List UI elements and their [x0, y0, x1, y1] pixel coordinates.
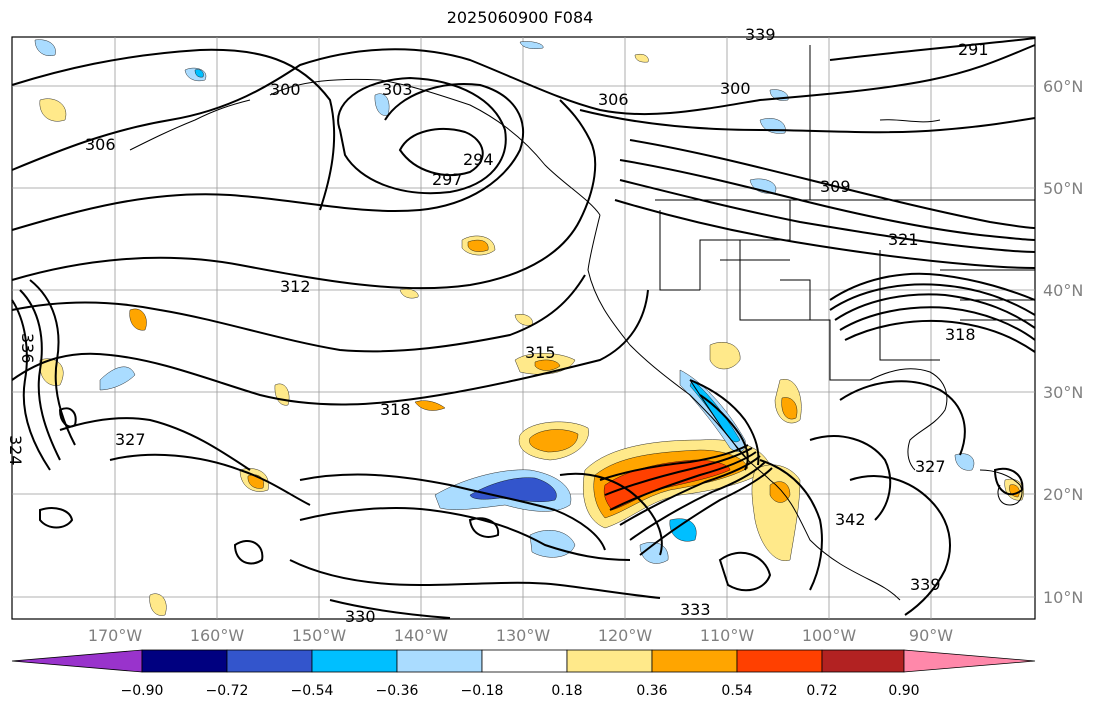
contour-label: 327 — [915, 457, 946, 476]
contour-label: 339 — [745, 25, 776, 44]
lon-label: 90°W — [908, 626, 954, 645]
contour-label: 309 — [820, 177, 851, 196]
contour-label: 312 — [280, 277, 311, 296]
gridlines — [12, 37, 1035, 619]
colorbar-tick-label: −0.36 — [375, 683, 419, 699]
contour-label: 306 — [85, 135, 116, 154]
contour-lines — [11, 37, 1036, 619]
colorbar-swatch — [396, 649, 483, 673]
colorbar-swatch — [141, 649, 228, 673]
contour-label: 333 — [680, 600, 711, 619]
contour-label: 321 — [888, 230, 919, 249]
contour-label: 342 — [835, 510, 866, 529]
colorbar-swatch — [226, 649, 313, 673]
contour-label: 330 — [345, 607, 376, 626]
colorbar-swatch — [651, 649, 738, 673]
contour-label: 294 — [463, 150, 494, 169]
lon-label: 140°W — [393, 626, 449, 645]
colorbar — [11, 649, 1036, 673]
colorbar-tick-label: 0.36 — [636, 683, 668, 699]
colorbar-tick-label: 0.72 — [806, 683, 838, 699]
lon-label: 160°W — [189, 626, 245, 645]
colorbar-swatch — [311, 649, 398, 673]
colorbar-tick-label: 0.90 — [888, 683, 920, 699]
lat-label: 50°N — [1043, 179, 1084, 198]
lon-label: 130°W — [495, 626, 551, 645]
colorbar-swatch — [481, 649, 568, 673]
contour-label: 318 — [380, 400, 411, 419]
lon-label: 120°W — [597, 626, 653, 645]
contour-label: 318 — [945, 325, 976, 344]
contour-label: 327 — [115, 430, 146, 449]
colorbar-tick-label: −0.54 — [290, 683, 334, 699]
lat-label: 30°N — [1043, 383, 1084, 402]
contour-label: 315 — [525, 343, 556, 362]
coastlines — [129, 45, 1035, 601]
lat-label: 20°N — [1043, 485, 1084, 504]
map-frame — [11, 36, 1036, 620]
colorbar-tick-label: 0.54 — [721, 683, 753, 699]
colorbar-extend-left — [11, 649, 143, 673]
contour-label: 291 — [958, 40, 989, 59]
map-title: 2025060900 F084 — [446, 8, 594, 27]
colorbar-tick-label: −0.72 — [205, 683, 249, 699]
contour-label: 336 — [18, 333, 37, 364]
contour-label: 300 — [720, 79, 751, 98]
contour-label: 297 — [432, 170, 463, 189]
colorbar-tick-label: −0.18 — [460, 683, 504, 699]
lon-label: 100°W — [801, 626, 857, 645]
shaded-anomalies — [34, 39, 1024, 616]
contour-label: 324 — [6, 435, 25, 466]
contour-label: 303 — [382, 80, 413, 99]
lat-label: 10°N — [1043, 588, 1084, 607]
contour-label: 300 — [270, 80, 301, 99]
colorbar-swatch — [566, 649, 653, 673]
colorbar-extend-right — [903, 649, 1036, 673]
colorbar-tick-label: 0.18 — [551, 683, 583, 699]
contour-label: 339 — [910, 575, 941, 594]
lon-label: 110°W — [699, 626, 755, 645]
lon-label: 170°W — [87, 626, 143, 645]
contour-labels: 300 303 306 306 300 297 294 291 309 312 … — [6, 25, 989, 626]
contour-label: 306 — [598, 90, 629, 109]
colorbar-swatch — [821, 649, 905, 673]
colorbar-swatch — [736, 649, 823, 673]
colorbar-tick-label: −0.90 — [120, 683, 164, 699]
lat-label: 40°N — [1043, 281, 1084, 300]
lat-label: 60°N — [1043, 77, 1084, 96]
lon-label: 150°W — [291, 626, 347, 645]
